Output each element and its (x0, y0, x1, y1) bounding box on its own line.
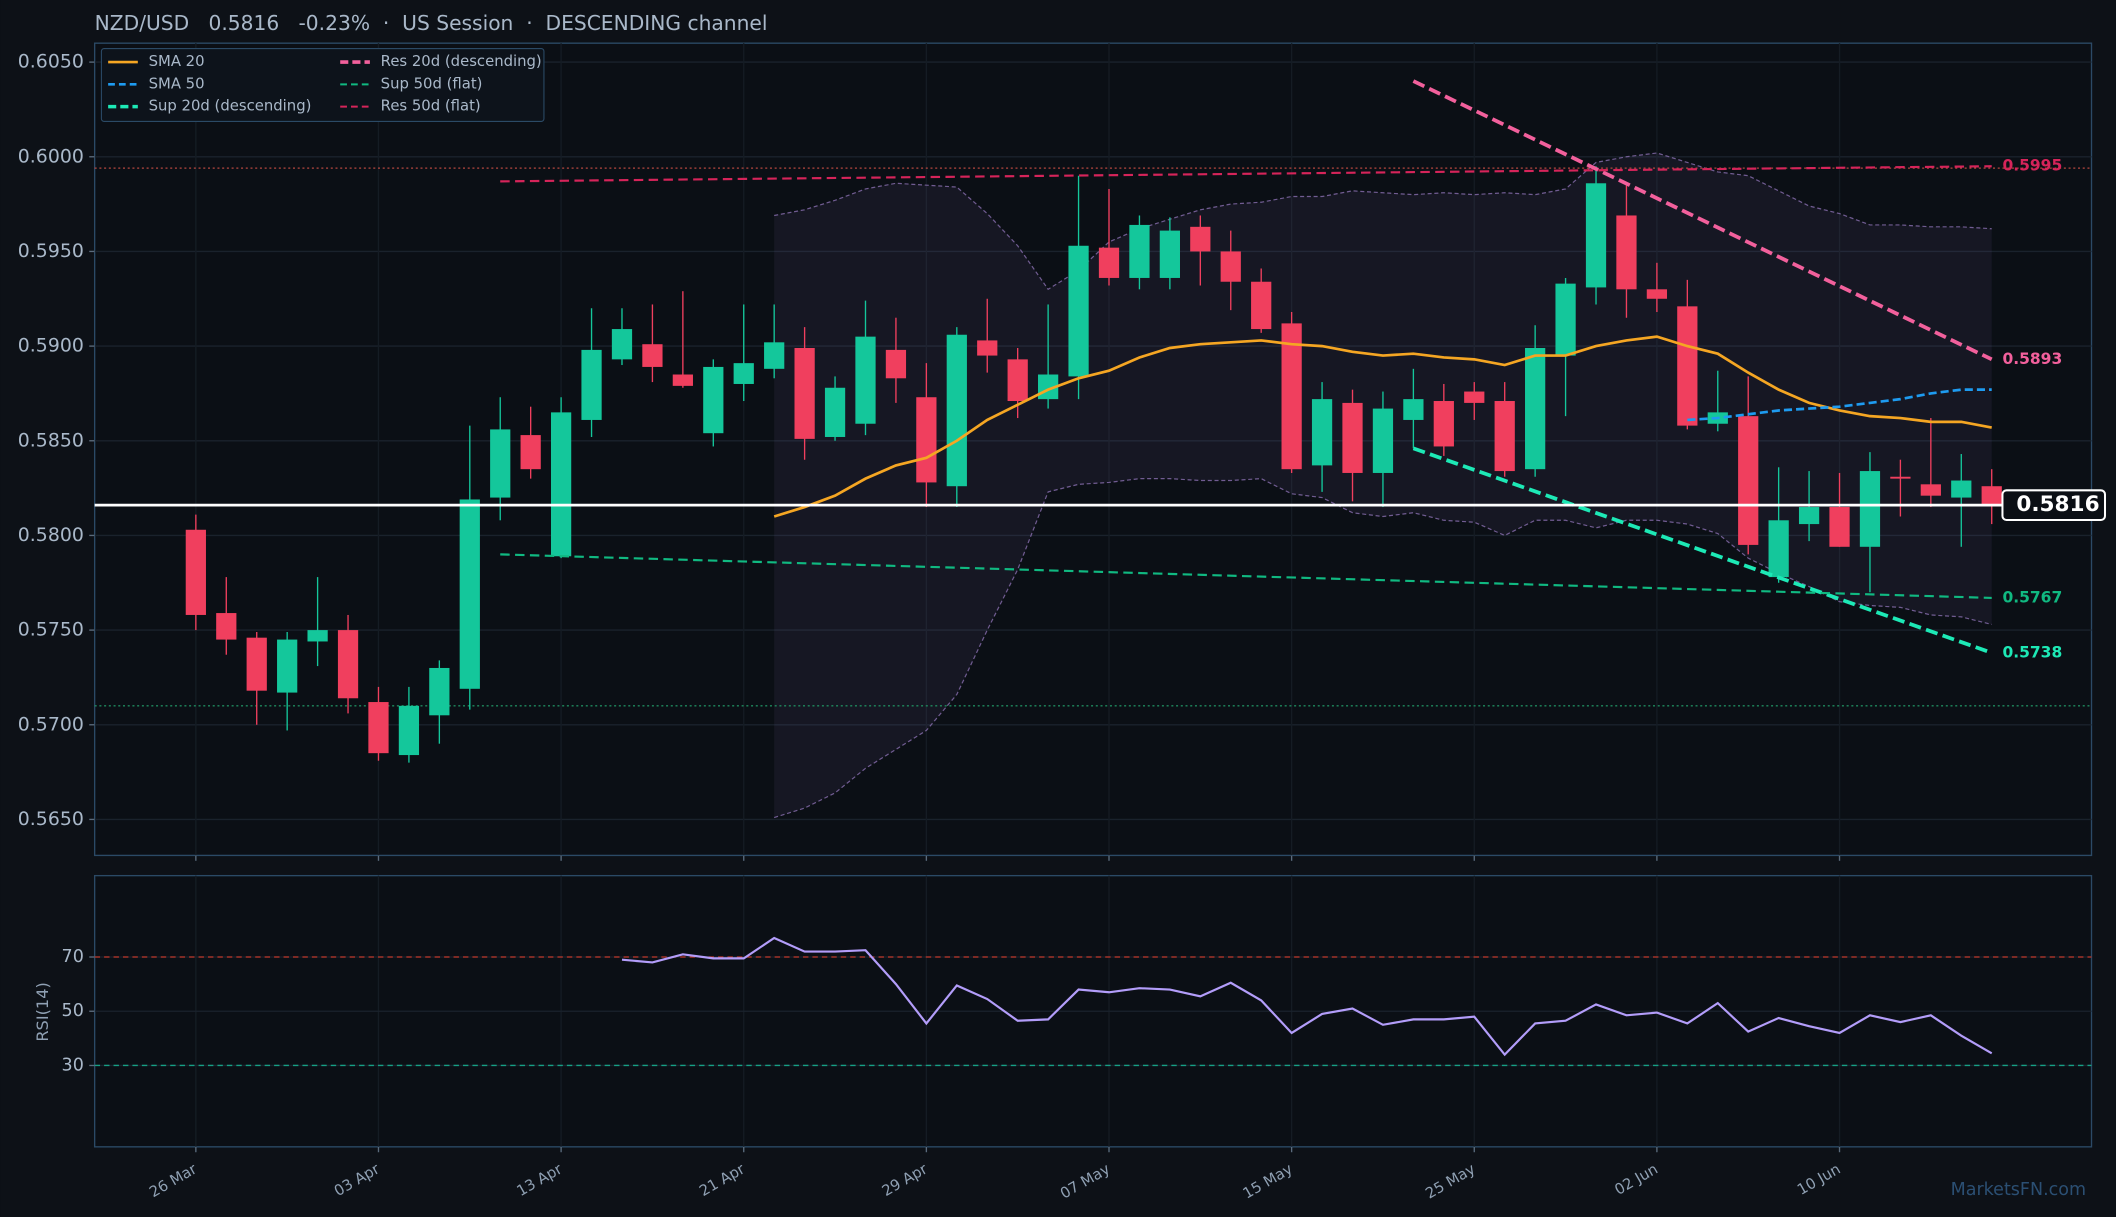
candle-body (1190, 226, 1211, 252)
rsi-y-tick-label: 70 (62, 947, 84, 967)
y-tick-label: 0.5650 (18, 808, 84, 830)
candle-body (368, 702, 389, 754)
trendline (500, 165, 1992, 183)
candle-body (1768, 520, 1789, 578)
candle-body (550, 412, 572, 557)
candle-body (307, 630, 328, 642)
trendline (1412, 446, 1993, 655)
candle-body (764, 342, 785, 369)
candle-body (246, 637, 267, 691)
candle-body (1555, 283, 1576, 356)
y-tick-label: 0.5750 (18, 619, 84, 641)
watermark: MarketsFN.com (1951, 1180, 2086, 1200)
band-lower (773, 478, 1992, 819)
candle-body (1677, 306, 1698, 426)
candle-body (1616, 215, 1637, 290)
candle-body (1098, 247, 1120, 278)
candle-body (1646, 289, 1668, 299)
legend-label: SMA 20 (149, 53, 205, 70)
candle-body (490, 429, 511, 498)
y-tick-label: 0.5950 (18, 240, 84, 262)
legend-label: Res 20d (descending) (381, 53, 542, 70)
candle-body (1068, 245, 1089, 377)
price-panel (93, 42, 2093, 857)
candle-body (1738, 416, 1759, 545)
candle-body (1251, 281, 1272, 330)
candle-body (1981, 486, 2002, 506)
candle-body (581, 349, 602, 420)
chart-title: NZD/USD 0.5816 -0.23% · US Session · DES… (95, 11, 768, 35)
trendline-label: 0.5893 (2002, 350, 2062, 368)
candle-body (1585, 183, 1607, 288)
candle-body (398, 705, 420, 756)
band-upper (774, 152, 1992, 291)
candle-body (1494, 401, 1515, 472)
sma-line (773, 335, 1992, 518)
candle-body (703, 366, 724, 434)
candle-body (1951, 480, 1972, 498)
candle-body (1372, 408, 1394, 473)
candle-body (885, 349, 907, 379)
candle-body (1798, 507, 1820, 525)
y-tick-label: 0.6000 (18, 145, 84, 167)
y-tick-label: 0.5800 (18, 524, 84, 546)
candle-body (1311, 399, 1333, 466)
candle-body (733, 363, 754, 384)
legend-label: Sup 20d (descending) (149, 98, 312, 115)
candle-body (916, 397, 937, 483)
candle-body (277, 639, 298, 693)
legend-label: SMA 50 (149, 75, 205, 92)
legend-box (100, 48, 545, 122)
candle-body (216, 613, 237, 640)
candle-body (337, 630, 359, 699)
candle-body (429, 667, 450, 716)
candle-body (1129, 224, 1150, 278)
trendline-label: 0.5995 (2002, 157, 2062, 175)
candle-body (946, 334, 967, 487)
rsi-y-tick-label: 50 (62, 1001, 84, 1021)
candle-body (672, 374, 693, 386)
y-tick-label: 0.6050 (18, 51, 84, 73)
candle-body (1220, 251, 1241, 282)
candle-body (1464, 391, 1485, 403)
candle-body (855, 336, 876, 424)
y-tick-label: 0.5700 (18, 713, 84, 735)
candle-body (1007, 359, 1028, 402)
legend: SMA 20 SMA 50 Sup 20d (descending) Res 20d … (100, 48, 545, 122)
trendline (500, 553, 1992, 599)
y-tick-label: 0.5850 (18, 429, 84, 451)
last-price-box (2001, 489, 2107, 521)
candle-body (459, 499, 480, 689)
candle-body (1403, 399, 1424, 420)
candle-body (1859, 471, 1881, 547)
last-price-label: 0.5816 (2016, 492, 2099, 517)
legend-label: Res 50d (flat) (381, 98, 481, 115)
y-tick-label: 0.5900 (18, 335, 84, 357)
candle-body (520, 435, 541, 470)
legend-label: Sup 50d (flat) (381, 75, 483, 92)
candle-body (794, 347, 815, 439)
candle-body (824, 387, 846, 437)
rsi-y-tick-label: 30 (62, 1055, 84, 1075)
candle-body (1281, 323, 1302, 470)
candle-body (1342, 402, 1363, 473)
candle-body (977, 340, 998, 356)
trendline-label: 0.5767 (2002, 588, 2062, 606)
rsi-label: RSI(14) (33, 982, 52, 1042)
candle-body (185, 529, 206, 615)
candle-body (1159, 230, 1180, 278)
sma-line (1687, 388, 1992, 422)
candle-body (1525, 347, 1546, 470)
candle-body (1829, 507, 1850, 547)
candle-body (1920, 484, 1941, 496)
trendline (1412, 79, 1993, 362)
rsi-line (621, 936, 1993, 1057)
candle-body (1890, 476, 1911, 479)
candle-body (611, 329, 633, 360)
candle-body (1433, 401, 1454, 447)
candle-body (642, 344, 663, 367)
trendline-label: 0.5738 (2002, 643, 2062, 661)
